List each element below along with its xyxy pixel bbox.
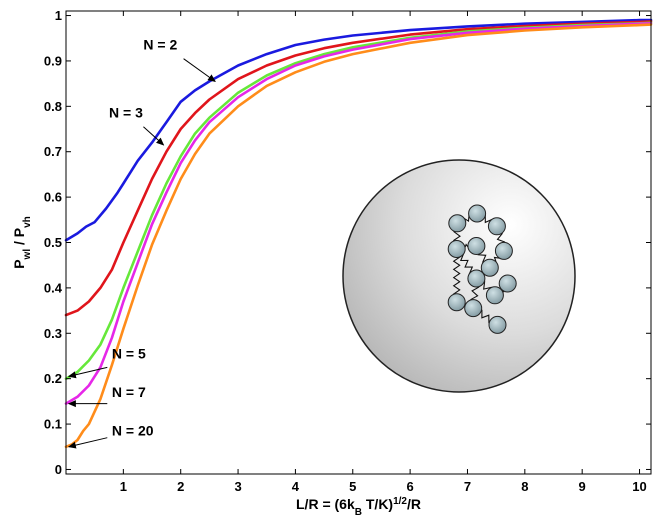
- annotation-arrow: [143, 126, 165, 146]
- x-tick-label: 5: [349, 479, 356, 494]
- annotation-layer: N = 2 N = 3 N = 5 N = 7 N = 20: [67, 37, 216, 449]
- spring: [452, 248, 461, 303]
- y-tick-label: 0.7: [44, 144, 62, 159]
- bead: [448, 214, 467, 233]
- series-line-n-7: [64, 21, 653, 405]
- beads: [447, 204, 517, 334]
- annotation-arrow: [67, 366, 108, 379]
- bead: [488, 315, 507, 334]
- annotation-n-5: N = 5: [67, 345, 146, 379]
- y-tick-label: 0: [55, 462, 62, 477]
- bead: [467, 269, 486, 288]
- y-tick-label: 0.2: [44, 371, 62, 386]
- x-tick-label: 8: [521, 479, 528, 494]
- tick-layer: 1 2 3 4 5 6 7 8 9 10 0 0.1 0.2 0.3 0.4 0.5 0.6 0.7 0.8 0.9 1: [44, 8, 651, 494]
- series-line-n-3: [64, 20, 653, 317]
- x-axis-label: L/R = (6kB T/K)1/2/R: [296, 496, 421, 518]
- y-tick-label: 0.8: [44, 99, 62, 114]
- bead: [467, 237, 486, 255]
- bead: [464, 299, 483, 318]
- y-tick-label: 0.1: [44, 417, 62, 432]
- series-line-n-20: [64, 23, 653, 449]
- annotation-label: N = 5: [112, 345, 146, 361]
- bead: [498, 274, 517, 293]
- bead: [480, 258, 499, 277]
- y-tick-label: 0.3: [44, 326, 62, 341]
- bead: [494, 241, 513, 260]
- polymer-chain-in-sphere-icon: [342, 159, 576, 393]
- series-line-n-2: [64, 18, 653, 242]
- annotation-arrow: [183, 58, 216, 82]
- bead: [447, 293, 466, 312]
- y-tick-label: 0.6: [44, 190, 62, 205]
- y-tick-label: 0.9: [44, 53, 62, 68]
- annotation-arrow: [67, 437, 108, 449]
- bead: [468, 204, 487, 223]
- annotation-n-7: N = 7: [67, 384, 146, 408]
- sphere: [342, 159, 576, 393]
- annotation-label: N = 20: [112, 422, 154, 438]
- annotation-n-20: N = 20: [67, 422, 154, 449]
- annotation-label: N = 3: [109, 105, 143, 121]
- y-tick-label: 1: [55, 8, 62, 23]
- x-tick-label: 9: [579, 479, 586, 494]
- x-tick-label: 2: [177, 479, 184, 494]
- annotation-n-3: N = 3: [109, 105, 165, 146]
- x-tick-label: 4: [292, 479, 300, 494]
- x-tick-label: 3: [234, 479, 241, 494]
- x-tick-label: 6: [407, 479, 414, 494]
- series-layer: [64, 18, 653, 449]
- bead: [447, 240, 466, 258]
- annotation-label: N = 7: [112, 384, 146, 400]
- y-axis-label: Pwl / Pvh: [11, 216, 33, 269]
- x-tick-label: 7: [464, 479, 471, 494]
- bead: [487, 217, 506, 236]
- y-tick-label: 0.4: [44, 280, 63, 295]
- annotation-n-2: N = 2: [143, 37, 216, 82]
- x-tick-label: 10: [632, 479, 646, 494]
- bead: [485, 286, 504, 305]
- x-tick-label: 1: [120, 479, 127, 494]
- y-tick-label: 0.5: [44, 235, 62, 250]
- annotation-label: N = 2: [143, 37, 177, 53]
